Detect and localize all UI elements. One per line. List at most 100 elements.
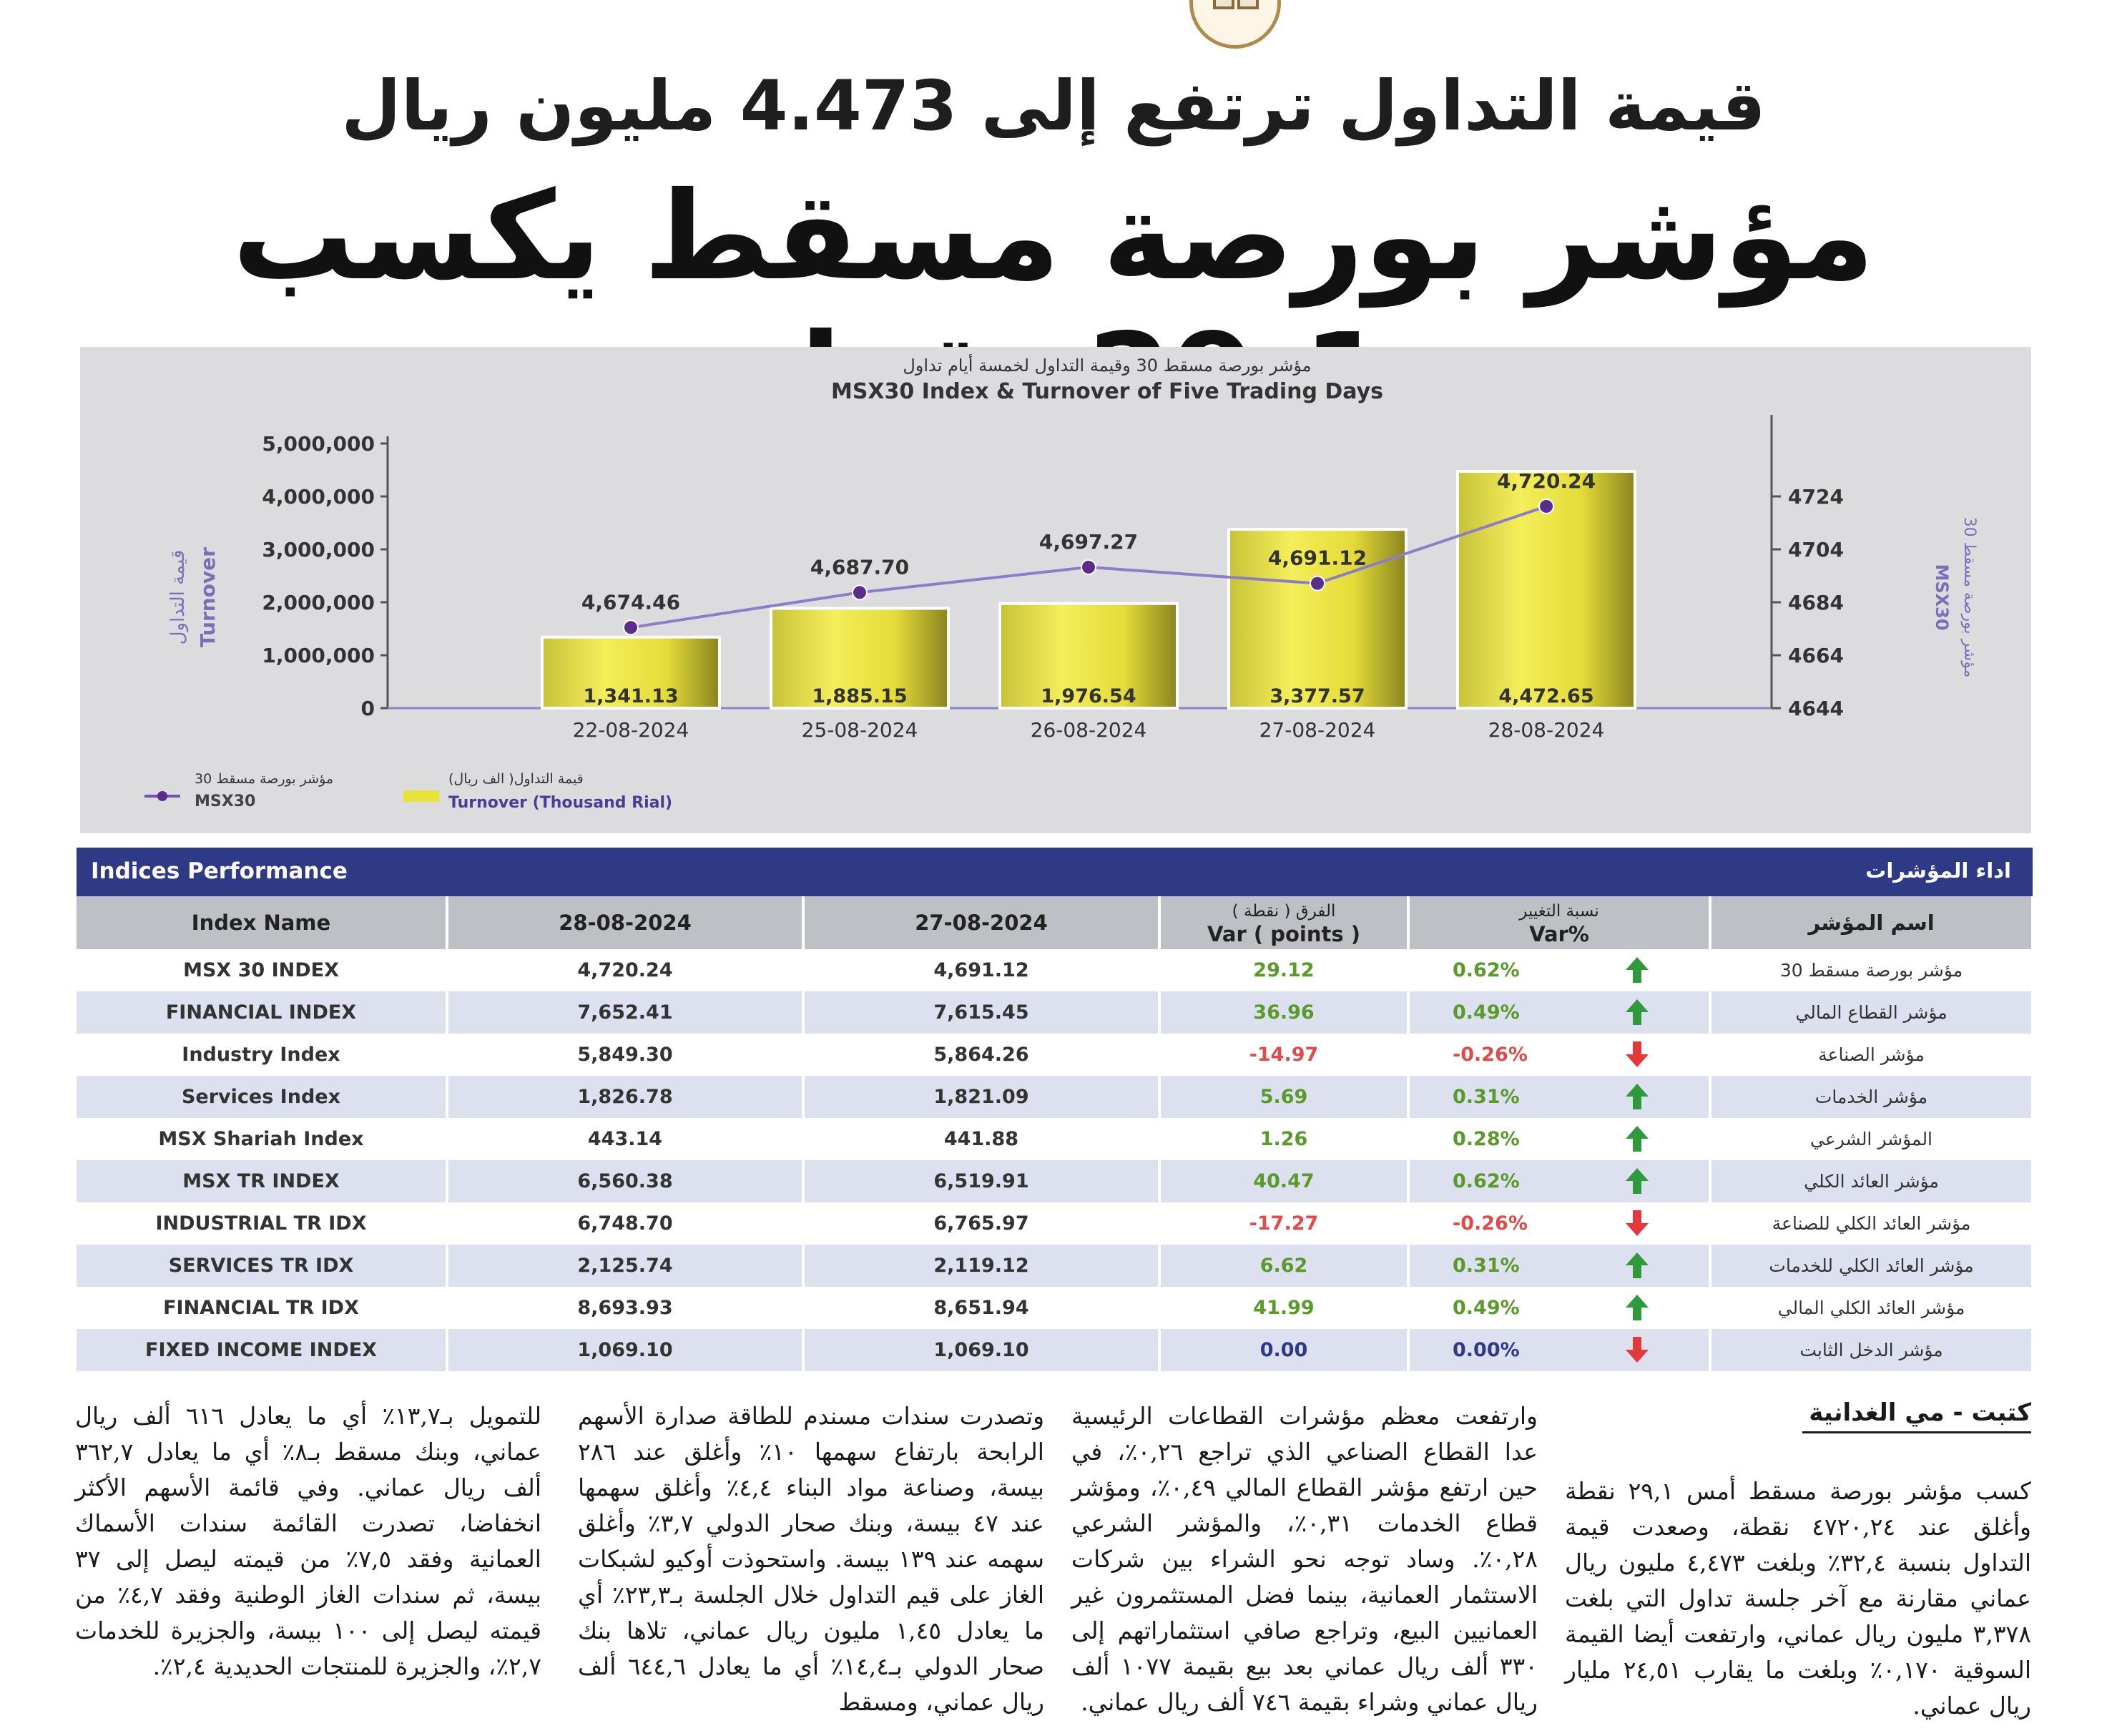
value-27-08-cell: 1,821.09 xyxy=(803,1076,1161,1118)
var-pct-cell: -0.26% xyxy=(1408,1202,1711,1245)
table-row: SERVICES TR IDX 2,125.74 2,119.12 6.62 0.31%… xyxy=(77,1245,2034,1287)
value-28-08-cell: 1,826.78 xyxy=(447,1076,805,1118)
index-name-ar-cell: مؤشر العائد الكلي xyxy=(1710,1160,2034,1202)
x-tick-label: 28-08-2024 xyxy=(1488,718,1605,742)
value-28-08-cell: 443.14 xyxy=(447,1118,805,1160)
table-title: Indices Performance xyxy=(91,858,348,884)
arrow-down-icon xyxy=(1626,1210,1649,1236)
table-title-bar: Indices Performance اداء المؤشرات xyxy=(77,848,2033,896)
y2-tick-label: 4704 xyxy=(1788,538,1844,561)
table-row: MSX 30 INDEX 4,720.24 4,691.12 29.12 0.62% مؤ… xyxy=(77,949,2034,991)
logo-square-icon xyxy=(1237,0,1259,9)
col-header-pct: نسبة التغيير Var% xyxy=(1408,896,1711,949)
value-28-08-cell: 4,720.24 xyxy=(447,949,805,991)
var-pct-cell: -0.26% xyxy=(1408,1034,1711,1076)
value-27-08-cell: 2,119.12 xyxy=(803,1245,1161,1287)
var-points-cell: 41.99 xyxy=(1159,1287,1410,1329)
indices-performance-table: Indices Performance اداء المؤشرات Index … xyxy=(77,848,2034,1371)
var-pct-cell: 0.00% xyxy=(1408,1329,1711,1371)
y2-axis-label-ar: مؤشر بورصة مسقط 30 xyxy=(1960,517,1978,678)
indices-table: Index Name 28-08-2024 27-08-2024 الفرق (… xyxy=(77,896,2034,1371)
index-name-cell: Services Index xyxy=(77,1076,448,1118)
index-name-cell: MSX Shariah Index xyxy=(77,1118,448,1160)
col-header-pct-ar: نسبة التغيير xyxy=(1519,902,1599,921)
col-header-name-ar: اسم المؤشر xyxy=(1710,896,2034,949)
legend-marker-swatch xyxy=(157,791,167,801)
article-column-1: كسب مؤشر بورصة مسقط أمس ٢٩,١ نقطة وأغلق … xyxy=(1565,1477,2032,1720)
legend-line-label: MSX30 xyxy=(195,793,255,810)
var-points-cell: 29.12 xyxy=(1159,949,1410,991)
value-28-08-cell: 6,748.70 xyxy=(447,1202,805,1245)
var-pct-value: 0.62% xyxy=(1453,1170,1520,1192)
table-header-row: Index Name 28-08-2024 27-08-2024 الفرق (… xyxy=(77,896,2034,949)
value-28-08-cell: 1,069.10 xyxy=(447,1329,805,1371)
value-27-08-cell: 1,069.10 xyxy=(803,1329,1161,1371)
msx30-turnover-chart: مؤشر بورصة مسقط 30 وقيمة التداول لخمسة أ… xyxy=(144,354,1978,812)
msx30-value-label: 4,720.24 xyxy=(1497,469,1596,493)
col-header-var-ar: الفرق ( نقطة ) xyxy=(1232,902,1336,921)
table-row: MSX TR INDEX 6,560.38 6,519.91 40.47 0.62% مؤ… xyxy=(77,1160,2034,1202)
subheadline: قيمة التداول ترتفع إلى 4.473 مليون ريال xyxy=(341,66,1766,146)
bar-value-label: 1,885.15 xyxy=(812,685,907,707)
article-column-2: وارتفعت معظم مؤشرات القطاعات الرئيسية عد… xyxy=(1071,1402,1538,1716)
index-name-ar-cell: مؤشر العائد الكلي المالي xyxy=(1710,1287,2034,1329)
arrow-down-icon xyxy=(1626,1337,1649,1363)
turnover-bar xyxy=(998,602,1179,710)
value-27-08-cell: 8,651.94 xyxy=(803,1287,1161,1329)
index-name-cell: FIXED INCOME INDEX xyxy=(77,1329,448,1371)
y2-axis-label: MSX30 xyxy=(1932,564,1952,630)
value-28-08-cell: 6,560.38 xyxy=(447,1160,805,1202)
bar-value-label: 4,472.65 xyxy=(1498,685,1593,707)
index-name-ar-cell: مؤشر الصناعة xyxy=(1710,1034,2034,1076)
value-27-08-cell: 6,765.97 xyxy=(803,1202,1161,1245)
index-name-cell: SERVICES TR IDX xyxy=(77,1245,448,1287)
msx30-value-label: 4,697.27 xyxy=(1039,530,1138,554)
legend-bar-label: Turnover (Thousand Rial) xyxy=(448,794,672,812)
article-column-3: وتصدرت سندات مسندم للطاقة صدارة الأسهم ا… xyxy=(578,1402,1045,1716)
index-name-ar-cell: مؤشر الخدمات xyxy=(1710,1076,2034,1118)
table-row: Services Index 1,826.78 1,821.09 5.69 0.31% م… xyxy=(77,1076,2034,1118)
index-name-cell: FINANCIAL INDEX xyxy=(77,991,448,1034)
chart-title-ar: مؤشر بورصة مسقط 30 وقيمة التداول لخمسة أ… xyxy=(903,354,1311,376)
var-pct-value: -0.26% xyxy=(1453,1212,1528,1235)
var-pct-value: 0.62% xyxy=(1453,959,1520,981)
msx30-value-label: 4,691.12 xyxy=(1268,546,1367,570)
var-pct-cell: 0.31% xyxy=(1408,1076,1711,1118)
table-row: FINANCIAL INDEX 7,652.41 7,615.45 36.96 0.49… xyxy=(77,991,2034,1034)
y-axis-label-ar: قيمة التداول xyxy=(167,550,189,645)
bar-value-label: 3,377.57 xyxy=(1269,685,1365,707)
x-tick-label: 25-08-2024 xyxy=(802,718,918,742)
col-header-var-en: Var ( points ) xyxy=(1207,922,1360,946)
var-points-cell: 0.00 xyxy=(1159,1329,1410,1371)
index-name-cell: MSX TR INDEX xyxy=(77,1160,448,1202)
var-points-cell: 5.69 xyxy=(1159,1076,1410,1118)
arrow-up-icon xyxy=(1626,1126,1649,1152)
value-28-08-cell: 2,125.74 xyxy=(447,1245,805,1287)
y2-tick-label: 4644 xyxy=(1788,697,1844,720)
var-pct-value: 0.00% xyxy=(1453,1339,1520,1361)
value-27-08-cell: 4,691.12 xyxy=(803,949,1161,991)
arrow-up-icon xyxy=(1626,1084,1649,1109)
index-name-cell: Industry Index xyxy=(77,1034,448,1076)
msx30-point xyxy=(623,619,639,636)
newspaper-logo xyxy=(1189,0,1281,49)
var-pct-cell: 0.49% xyxy=(1408,991,1711,1034)
var-pct-value: 0.49% xyxy=(1453,1001,1520,1024)
col-header-pct-en: Var% xyxy=(1529,922,1589,946)
var-pct-value: 0.31% xyxy=(1453,1086,1520,1108)
var-points-cell: -14.97 xyxy=(1159,1034,1410,1076)
var-points-cell: 1.26 xyxy=(1159,1118,1410,1160)
value-28-08-cell: 7,652.41 xyxy=(447,991,805,1034)
value-28-08-cell: 5,849.30 xyxy=(447,1034,805,1076)
value-27-08-cell: 441.88 xyxy=(803,1118,1161,1160)
index-name-ar-cell: مؤشر القطاع المالي xyxy=(1710,991,2034,1034)
arrow-up-icon xyxy=(1626,1252,1649,1278)
x-tick-label: 22-08-2024 xyxy=(573,718,689,742)
byline: كتبت - مي الغدانية xyxy=(1802,1398,2031,1433)
msx30-point xyxy=(852,584,868,601)
y2-tick-label: 4684 xyxy=(1788,591,1844,614)
table-row: INDUSTRIAL TR IDX 6,748.70 6,765.97 -17.27 -… xyxy=(77,1202,2034,1245)
var-pct-value: 0.49% xyxy=(1453,1297,1520,1319)
col-header-var: الفرق ( نقطة ) Var ( points ) xyxy=(1159,896,1410,949)
turnover-bar xyxy=(1227,528,1408,710)
